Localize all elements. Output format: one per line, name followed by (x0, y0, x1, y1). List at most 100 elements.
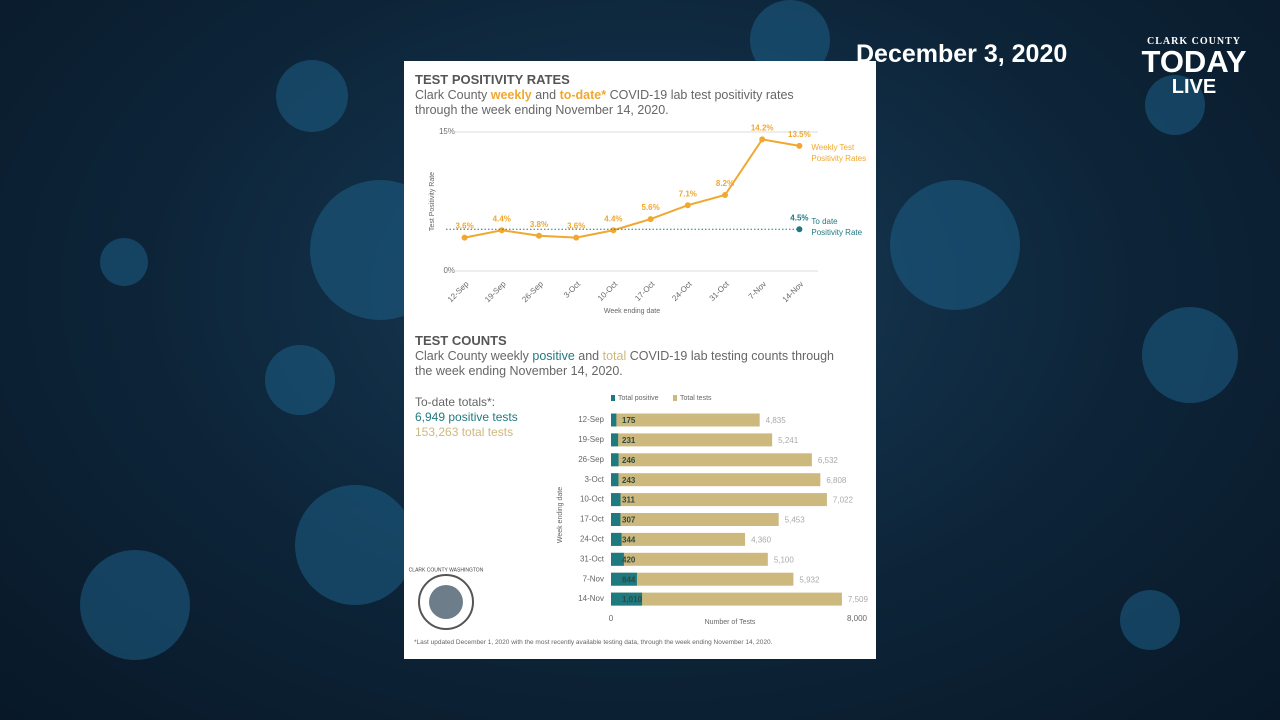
subtitle-highlight: positive (532, 349, 575, 363)
y-axis-title: Test Positivity Rate (429, 172, 436, 231)
y-tick-label: 24-Oct (580, 535, 605, 544)
bar (611, 433, 619, 447)
y-axis-title: Week ending date (557, 487, 564, 543)
x-tick-label: 24-Oct (670, 279, 694, 303)
legend-label: Total tests (680, 395, 712, 402)
data-label: 7,509 (848, 595, 869, 604)
data-label: 344 (622, 536, 636, 545)
data-point (796, 226, 803, 233)
legend-swatch (673, 395, 677, 401)
bar (611, 473, 821, 487)
bar (611, 592, 842, 606)
y-tick-label: 14-Nov (578, 594, 604, 603)
data-label: 307 (622, 516, 636, 525)
bar (611, 572, 794, 586)
data-label: 4,360 (751, 536, 772, 545)
subtitle-text: and (574, 349, 603, 363)
legend-label: To date Positivity Rate (811, 217, 863, 238)
data-label: 420 (622, 555, 636, 564)
data-label: 6,532 (818, 456, 839, 465)
data-label: 7.1% (679, 189, 697, 198)
x-tick-label: 10-Oct (596, 279, 620, 303)
line-series (464, 138, 800, 239)
y-tick-label: 3-Oct (584, 475, 604, 484)
data-label: 13.5% (788, 130, 811, 139)
bar (611, 532, 746, 546)
plot-layer: 0%15%12-Sep 19-Sep 26-Sep 3-Oct 10-Oct 17-Oct… (429, 124, 869, 626)
data-point (796, 142, 803, 149)
data-label: 4.4% (493, 214, 511, 223)
bar (611, 552, 768, 566)
data-point (759, 136, 766, 143)
x-tick-label: 7-Nov (747, 280, 768, 301)
bar (611, 552, 624, 566)
data-label: 14.2% (751, 124, 774, 133)
y-tick-label: 10-Oct (580, 495, 605, 504)
y-tick-label: 7-Nov (583, 574, 604, 583)
county-seal: CLARK COUNTY WASHINGTON (409, 567, 484, 630)
data-label: 246 (622, 456, 636, 465)
data-label: 5,453 (785, 516, 806, 525)
bar (611, 513, 779, 526)
bar (611, 493, 621, 507)
subtitle-highlight: to-date* (559, 88, 607, 102)
data-label: 5.6% (641, 203, 659, 212)
data-label: 4.5% (790, 213, 808, 222)
bar (611, 532, 622, 546)
bar (611, 453, 619, 467)
data-label: 243 (622, 476, 636, 485)
y-tick-label: 17-Oct (580, 515, 605, 524)
chart-title: TEST COUNTS (415, 333, 507, 348)
data-point (610, 227, 617, 234)
bar (611, 453, 812, 467)
data-label: 3.8% (530, 220, 548, 229)
y-tick-label: 12-Sep (578, 415, 604, 424)
y-tick-label: 31-Oct (580, 554, 605, 563)
x-tick-label: 31-Oct (708, 279, 732, 303)
logo-live: LIVE (1171, 76, 1217, 98)
data-label: 3.6% (567, 222, 585, 231)
subtitle-text: COVID-19 lab testing counts through the … (415, 349, 835, 378)
data-label: 4.4% (604, 214, 622, 223)
date: December 3, 2020 (856, 40, 1068, 68)
data-point (498, 227, 505, 234)
totals: To-date totals*: 6,949 positive tests 15… (415, 395, 518, 440)
data-label: 175 (622, 416, 636, 425)
footnote: *Last updated December 1, 2020 with the … (414, 639, 773, 646)
subtitle: Clark County weekly positive and total C… (415, 349, 835, 379)
data-label: 6,808 (826, 476, 847, 485)
x-tick-label: 0 (609, 614, 614, 623)
data-point (647, 216, 654, 223)
data-label: 311 (622, 496, 635, 505)
bar (611, 513, 621, 526)
legend-label: Total positive (618, 395, 659, 402)
bar (611, 572, 637, 586)
data-label: 1,010 (622, 595, 643, 604)
legend-swatch (611, 395, 615, 401)
subtitle-highlight: total (602, 349, 627, 363)
data-label: 7,022 (833, 496, 854, 505)
logo: CLARK COUNTY TODAY LIVE (1128, 36, 1260, 97)
subtitle: Clark County weekly and to-date* COVID-1… (415, 88, 835, 118)
data-label: 231 (622, 436, 636, 445)
bar (611, 493, 827, 507)
totals-total: 153,263 total tests (415, 425, 514, 439)
totals-positive: 6,949 positive tests (415, 410, 518, 424)
subtitle-text: COVID-19 lab test positivity rates throu… (415, 88, 794, 117)
bar (611, 473, 619, 487)
data-point (461, 234, 468, 241)
logo-top: CLARK COUNTY (1147, 36, 1241, 47)
subtitle-text: and (531, 88, 560, 102)
data-point (536, 232, 542, 239)
bar (611, 433, 773, 447)
data-label: 5,100 (774, 555, 795, 564)
x-tick-label: 19-Sep (483, 279, 508, 304)
bar (611, 413, 760, 427)
bar (611, 413, 617, 427)
x-axis-title: Number of Tests (705, 619, 756, 626)
logo-main: TODAY (1141, 44, 1247, 79)
x-tick-label: 8,000 (847, 614, 868, 623)
x-tick-label: 3-Oct (562, 279, 583, 300)
data-point (722, 192, 728, 199)
x-tick-label: 17-Oct (633, 279, 657, 303)
